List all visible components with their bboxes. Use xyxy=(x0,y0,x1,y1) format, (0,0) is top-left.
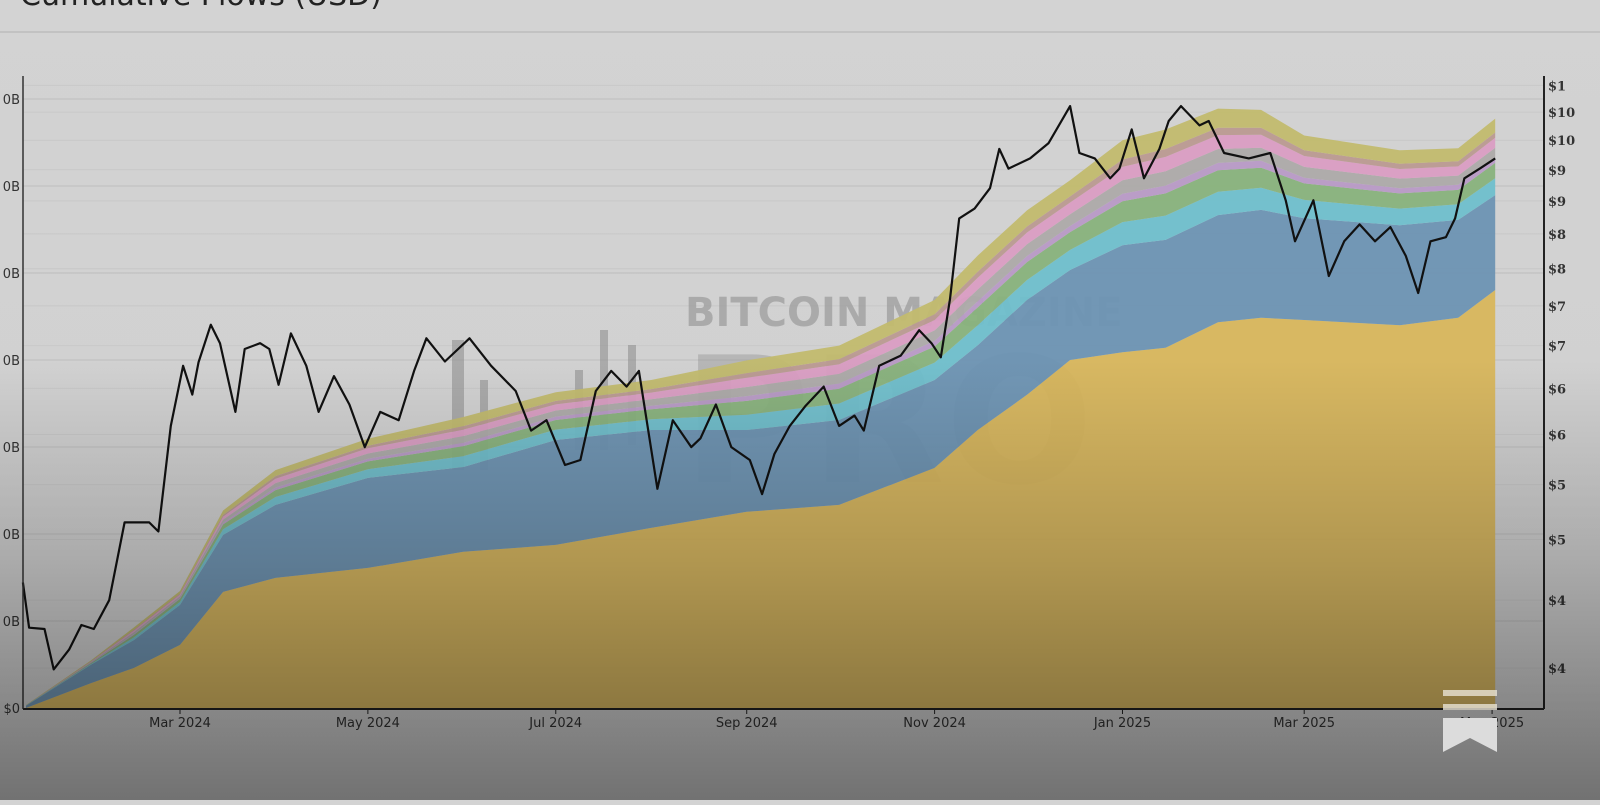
left-tick-label: 0B xyxy=(3,441,20,456)
left-tick-label: 0B xyxy=(3,615,20,630)
right-tick-label: $4 xyxy=(1548,662,1566,677)
x-tick-label: Mar 2024 xyxy=(149,716,211,731)
area-series-2 xyxy=(26,195,1496,709)
x-tick-label: May 2024 xyxy=(336,716,400,731)
right-tick-label: $1 xyxy=(1548,79,1566,94)
right-tick-label: $9 xyxy=(1548,164,1566,179)
left-axis-ticks: $0 0B 0B 0B 0B 0B 0B 0B xyxy=(3,93,20,717)
right-tick-label: $7 xyxy=(1548,300,1566,315)
left-tick-label: 0B xyxy=(3,267,20,282)
area-series-1 xyxy=(26,290,1496,708)
left-tick-label: 0B xyxy=(3,180,20,195)
x-tick-label: Mar 2025 xyxy=(1273,716,1335,731)
right-tick-label: $8 xyxy=(1548,263,1566,278)
right-axis-ticks: $1 $10 $10 $9 $9 $8 $8 $7 $7 $6 $6 $5 $5 $4 $4 xyxy=(1548,79,1575,677)
right-tick-label: $8 xyxy=(1548,228,1566,243)
bookmark-icon[interactable] xyxy=(1443,690,1497,752)
right-tick-label: $6 xyxy=(1548,428,1566,443)
left-tick-label: 0B xyxy=(3,528,20,543)
stacked-areas xyxy=(26,108,1496,709)
x-axis-ticks: Mar 2024 May 2024 Jul 2024 Sep 2024 Nov 2024… xyxy=(149,709,1524,731)
x-tick-label: Jan 2025 xyxy=(1093,716,1151,731)
right-tick-label: $7 xyxy=(1548,340,1566,355)
x-tick-label: Nov 2024 xyxy=(903,716,966,731)
x-tick-label: Sep 2024 xyxy=(716,716,778,731)
right-tick-label: $9 xyxy=(1548,195,1566,210)
right-tick-label: $10 xyxy=(1548,106,1575,121)
right-tick-label: $10 xyxy=(1548,134,1575,149)
right-tick-label: $5 xyxy=(1548,533,1566,548)
left-tick-label: $0 xyxy=(3,702,20,717)
chart-title: Cumulative Flows (USD) xyxy=(20,0,382,13)
left-tick-label: 0B xyxy=(3,93,20,108)
right-tick-label: $4 xyxy=(1548,594,1566,609)
left-tick-label: 0B xyxy=(3,354,20,369)
right-tick-label: $6 xyxy=(1548,382,1566,397)
right-tick-label: $5 xyxy=(1548,479,1566,494)
btc-price-line xyxy=(21,105,1496,671)
x-tick-label: Jul 2024 xyxy=(528,716,582,731)
